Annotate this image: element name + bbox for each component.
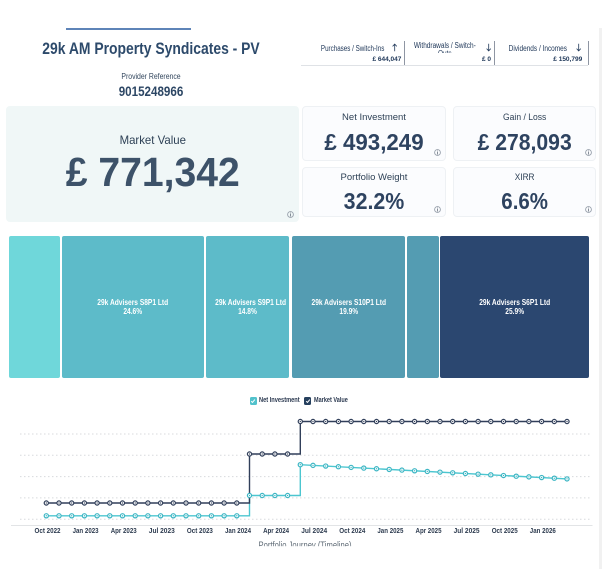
svg-text:Jan 2024: Jan 2024: [225, 528, 251, 535]
svg-text:Jul 2025: Jul 2025: [454, 528, 480, 535]
svg-text:Jan 2023: Jan 2023: [73, 528, 99, 535]
svg-text:Apr 2024: Apr 2024: [263, 528, 289, 535]
svg-text:Oct 2025: Oct 2025: [492, 528, 518, 535]
svg-text:Portfolio Journey (Timeline): Portfolio Journey (Timeline): [259, 541, 352, 552]
svg-text:Oct 2024: Oct 2024: [339, 528, 365, 535]
svg-text:Oct 2023: Oct 2023: [187, 528, 213, 535]
svg-text:Apr 2023: Apr 2023: [111, 528, 137, 535]
svg-text:Jul 2024: Jul 2024: [301, 528, 327, 535]
svg-text:Oct 2022: Oct 2022: [35, 528, 61, 535]
svg-text:Apr 2025: Apr 2025: [416, 528, 442, 535]
svg-text:Jan 2025: Jan 2025: [377, 528, 403, 535]
svg-text:Jan 2026: Jan 2026: [530, 528, 556, 535]
svg-text:Jul 2023: Jul 2023: [149, 528, 175, 535]
